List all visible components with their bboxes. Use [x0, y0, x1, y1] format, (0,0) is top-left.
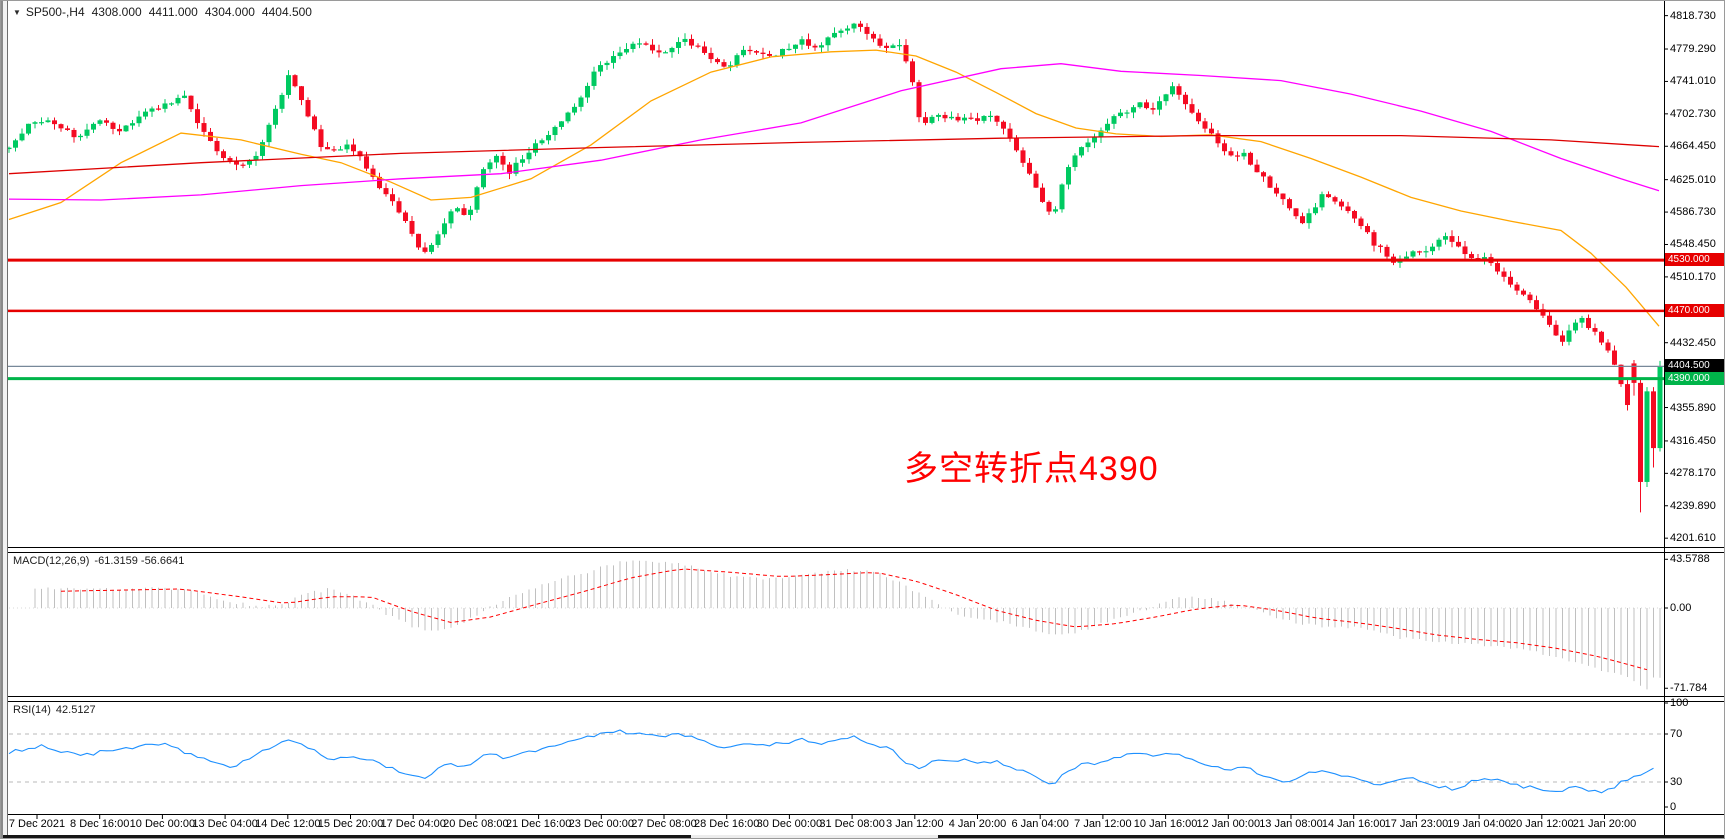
- horizontal-levels: [1, 258, 1664, 381]
- time-tick-label: 8 Dec 16:00: [70, 818, 130, 830]
- chart-title: ▼ SP500-,H4 4308.000 4411.000 4304.000 4404.5…: [13, 5, 312, 19]
- window-left-border: [1, 1, 8, 838]
- price-tick-label: 4664.450: [1670, 140, 1716, 153]
- price-tick-label: 4510.170: [1670, 270, 1716, 283]
- price-tick-label: 4201.610: [1670, 532, 1716, 545]
- price-tick-label: 4316.450: [1670, 434, 1716, 447]
- price-badge-4530.000: 4530.000: [1665, 253, 1724, 267]
- rsi-indicator-label: RSI(14) 42.5127: [13, 704, 96, 716]
- time-tick-label: 10 Jan 16:00: [1133, 818, 1198, 830]
- time-tick-label: 10 Dec 00:00: [129, 818, 196, 830]
- macd-tick-label: 43.5788: [1670, 553, 1710, 566]
- rsi-tick-label: 100: [1670, 697, 1689, 709]
- time-tick-label: 20 Dec 08:00: [443, 818, 509, 830]
- ohlc-open: 4308.000: [91, 5, 142, 19]
- symbol-period-label: SP500-,H4: [25, 5, 85, 19]
- price-tick-label: 4432.450: [1670, 336, 1716, 349]
- price-tick-label: 4779.290: [1670, 43, 1716, 56]
- rsi-tick-label: 30: [1670, 776, 1683, 788]
- price-badge-4390.000: 4390.000: [1665, 371, 1724, 385]
- time-tick-label: 15 Dec 20:00: [317, 818, 384, 830]
- time-tick-label: 20 Jan 12:00: [1509, 818, 1574, 830]
- macd-values: -61.3159 -56.6641: [94, 555, 185, 567]
- ma-fast-orange: [8, 49, 1660, 327]
- macd-tick-label: -71.784: [1670, 682, 1708, 695]
- symbol-dropdown-icon[interactable]: ▼: [13, 8, 21, 17]
- axis-ticks: [36, 15, 1668, 819]
- rsi-value: 42.5127: [55, 704, 96, 716]
- price-badge-4404.500: 4404.500: [1665, 359, 1724, 373]
- candlestick-series: [6, 20, 1663, 513]
- ohlc-high: 4411.000: [148, 5, 198, 19]
- price-badge-4470.000: 4470.000: [1665, 303, 1724, 317]
- time-tick-label: 23 Dec 00:00: [568, 818, 635, 830]
- time-tick-label: 21 Jan 20:00: [1572, 818, 1637, 830]
- time-tick-label: 12 Jan 00:00: [1196, 818, 1261, 830]
- price-tick-label: 4741.010: [1670, 75, 1716, 88]
- time-tick-label: 30 Dec 00:00: [756, 818, 823, 830]
- macd-pane: [9, 560, 1664, 690]
- time-tick-label: 6 Jan 04:00: [1011, 818, 1069, 830]
- rsi-tick-label: 0: [1670, 801, 1677, 813]
- time-tick-label: 13 Dec 04:00: [192, 818, 258, 830]
- horizontal-scrollbar[interactable]: [3, 835, 1724, 838]
- time-tick-label: 17 Dec 04:00: [380, 818, 446, 830]
- ohlc-close: 4404.500: [261, 5, 312, 19]
- macd-tick-label: 0.00: [1670, 602, 1692, 614]
- scrollbar-thumb[interactable]: [691, 835, 938, 838]
- time-tick-label: 27 Dec 08:00: [631, 818, 697, 830]
- ma-slow-red: [8, 134, 1660, 175]
- price-tick-label: 4355.890: [1670, 401, 1716, 414]
- time-tick-label: 19 Jan 04:00: [1447, 818, 1511, 830]
- time-tick-label: 14 Jan 16:00: [1321, 818, 1386, 830]
- time-tick-label: 4 Jan 20:00: [948, 818, 1007, 830]
- ohlc-low: 4304.000: [204, 5, 255, 19]
- time-tick-label: 7 Dec 2021: [8, 818, 66, 830]
- macd-indicator-label: MACD(12,26,9) -61.3159 -56.6641: [13, 555, 184, 567]
- time-tick-label: 21 Dec 16:00: [505, 818, 572, 830]
- price-tick-label: 4625.010: [1670, 173, 1716, 186]
- time-tick-label: 13 Jan 08:00: [1259, 818, 1323, 830]
- annotation-text: 多空转折点4390: [904, 450, 1159, 488]
- price-tick-label: 4702.730: [1670, 107, 1716, 120]
- price-tick-label: 4548.450: [1670, 238, 1716, 251]
- price-tick-label: 4586.730: [1670, 206, 1716, 219]
- time-tick-label: 3 Jan 12:00: [886, 818, 944, 830]
- time-tick-label: 14 Dec 12:00: [255, 818, 321, 830]
- time-tick-label: 7 Jan 12:00: [1074, 818, 1132, 830]
- time-tick-label: 17 Jan 23:00: [1384, 818, 1449, 830]
- rsi-pane: [8, 729, 1664, 794]
- price-tick-label: 4239.890: [1670, 499, 1716, 512]
- time-tick-label: 31 Dec 08:00: [819, 818, 885, 830]
- time-tick-label: 28 Dec 16:00: [693, 818, 760, 830]
- price-tick-label: 4278.170: [1670, 467, 1716, 480]
- ma-mid-magenta: [8, 63, 1660, 201]
- price-tick-label: 4818.730: [1670, 9, 1716, 22]
- rsi-name: RSI(14): [13, 704, 51, 716]
- rsi-tick-label: 70: [1670, 728, 1683, 740]
- macd-name: MACD(12,26,9): [13, 555, 90, 567]
